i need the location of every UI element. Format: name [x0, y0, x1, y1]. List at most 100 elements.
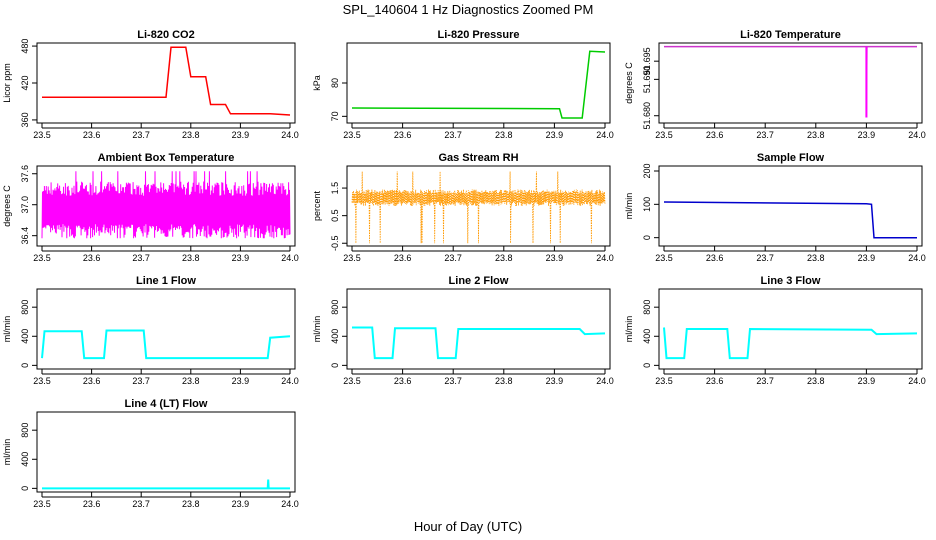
- panel-title: Li-820 Temperature: [740, 29, 841, 41]
- y-tick-label: 200: [642, 163, 652, 178]
- y-tick-label: 0: [20, 486, 30, 491]
- panel-title: Li-820 CO2: [137, 29, 194, 41]
- x-tick-label: 24.0: [596, 376, 614, 386]
- chart-panel: Sample Flow ml/min 23.5 23.6 23.7 23.8 23.9 24.…: [624, 152, 926, 263]
- x-tick-label: 23.8: [807, 376, 825, 386]
- y-tick-label: 100: [642, 197, 652, 212]
- x-tick-label: 23.6: [706, 253, 724, 263]
- x-tick-label: 23.5: [33, 253, 51, 263]
- plot-frame: [658, 165, 923, 247]
- y-tick-label: 800: [20, 300, 30, 315]
- x-tick-label: 24.0: [596, 253, 614, 263]
- y-tick-label: 1.5: [330, 182, 340, 195]
- y-tick-label: 37.6: [20, 165, 30, 183]
- y-tick-label: 0.5: [330, 209, 340, 222]
- x-tick-label: 23.9: [546, 130, 564, 140]
- y-tick-label: 0: [642, 235, 652, 240]
- x-tick-label: 23.8: [182, 376, 200, 386]
- data-series-line: [42, 46, 291, 116]
- x-tick-label: 23.5: [655, 130, 673, 140]
- x-tick-label: 23.5: [343, 376, 361, 386]
- x-tick-label: 23.7: [132, 499, 150, 509]
- y-tick-label: 0: [642, 363, 652, 368]
- plot-frame: [36, 288, 296, 370]
- x-tick-label: 23.7: [756, 376, 774, 386]
- y-tick-label: 360: [20, 112, 30, 127]
- chart-panel: Line 1 Flow ml/min 23.5 23.6 23.7 23.8 23.9 24.…: [2, 275, 299, 386]
- x-tick-label: 23.6: [706, 376, 724, 386]
- plot-frame: [658, 42, 923, 124]
- x-tick-label: 23.7: [444, 130, 462, 140]
- x-tick-label: 23.6: [706, 130, 724, 140]
- x-tick-label: 23.6: [394, 130, 412, 140]
- plot-frame: [658, 288, 923, 370]
- x-tick-label: 23.8: [182, 130, 200, 140]
- y-axis-label: ml/min: [2, 439, 12, 466]
- x-tick-label: 23.7: [132, 253, 150, 263]
- x-axis-title: Hour of Day (UTC): [414, 519, 522, 534]
- panel-title: Line 2 Flow: [449, 275, 509, 287]
- data-series-line: [664, 45, 917, 118]
- y-tick-label: 420: [20, 75, 30, 90]
- plot-frame: [346, 42, 611, 124]
- panel-grid: Li-820 CO2 Licor ppm 23.5 23.6 23.7 23.8 23.9 2…: [2, 29, 926, 509]
- data-series-line: [663, 201, 917, 239]
- x-tick-label: 23.9: [858, 253, 876, 263]
- y-axis-label: ml/min: [624, 316, 634, 343]
- x-tick-label: 24.0: [281, 253, 299, 263]
- x-tick-label: 23.7: [756, 253, 774, 263]
- x-tick-label: 24.0: [281, 376, 299, 386]
- x-tick-label: 23.5: [33, 499, 51, 509]
- y-axis-label: degrees C: [2, 185, 12, 227]
- x-tick-label: 23.9: [546, 376, 564, 386]
- chart-panel: Ambient Box Temperature degrees C 23.5 23.6…: [2, 152, 299, 263]
- y-axis-label: ml/min: [624, 193, 634, 220]
- y-tick-label: 37.0: [20, 196, 30, 214]
- y-tick-label: 51.695: [642, 47, 652, 75]
- chart-panel: Li-820 Temperature degrees C 23.5 23.6 23.7 2…: [624, 29, 926, 140]
- y-tick-label: 800: [642, 300, 652, 315]
- data-series-line: [41, 329, 291, 360]
- chart-panel: Line 2 Flow ml/min 23.5 23.6 23.7 23.8 23.9 24.…: [312, 275, 614, 386]
- y-tick-label: 400: [642, 329, 652, 344]
- y-axis-label: Licor ppm: [2, 63, 12, 103]
- x-tick-label: 24.0: [908, 376, 926, 386]
- x-tick-label: 23.8: [182, 253, 200, 263]
- chart-panel: Line 3 Flow ml/min 23.5 23.6 23.7 23.8 23.9 24.…: [624, 275, 926, 386]
- panel-title: Li-820 Pressure: [438, 29, 520, 41]
- panel-title: Line 3 Flow: [761, 275, 821, 287]
- y-axis-label: percent: [312, 190, 322, 221]
- y-tick-label: 400: [20, 329, 30, 344]
- x-tick-label: 23.7: [132, 376, 150, 386]
- x-tick-label: 23.8: [807, 130, 825, 140]
- y-axis-label: degrees C: [624, 62, 634, 104]
- x-tick-label: 23.9: [232, 130, 250, 140]
- x-tick-label: 23.5: [343, 130, 361, 140]
- x-tick-label: 23.9: [858, 376, 876, 386]
- y-tick-label: 400: [330, 329, 340, 344]
- plot-frame: [36, 42, 296, 124]
- x-tick-label: 23.5: [33, 130, 51, 140]
- panel-title: Gas Stream RH: [438, 152, 518, 164]
- data-series-noise: [41, 171, 291, 239]
- data-series-line: [352, 326, 606, 360]
- data-series-line: [42, 479, 290, 490]
- y-tick-label: 80: [330, 78, 340, 88]
- x-tick-label: 23.6: [83, 253, 101, 263]
- x-tick-label: 23.8: [495, 253, 513, 263]
- y-tick-label: -0.5: [330, 235, 340, 251]
- x-tick-label: 24.0: [908, 130, 926, 140]
- x-tick-label: 23.9: [232, 376, 250, 386]
- panel-title: Sample Flow: [757, 152, 825, 164]
- y-tick-label: 51.690: [642, 66, 652, 94]
- x-tick-label: 23.7: [132, 130, 150, 140]
- x-tick-label: 23.8: [495, 130, 513, 140]
- y-tick-label: 0: [20, 363, 30, 368]
- chart-panel: Li-820 Pressure kPa 23.5 23.6 23.7 23.8 23.9 24…: [312, 29, 614, 140]
- plot-frame: [346, 165, 611, 247]
- chart-panel: Li-820 CO2 Licor ppm 23.5 23.6 23.7 23.8 23.9 2…: [2, 29, 299, 140]
- data-series-line: [663, 327, 918, 360]
- plot-frame: [36, 165, 296, 247]
- x-tick-label: 23.6: [83, 499, 101, 509]
- y-tick-label: 36.4: [20, 227, 30, 245]
